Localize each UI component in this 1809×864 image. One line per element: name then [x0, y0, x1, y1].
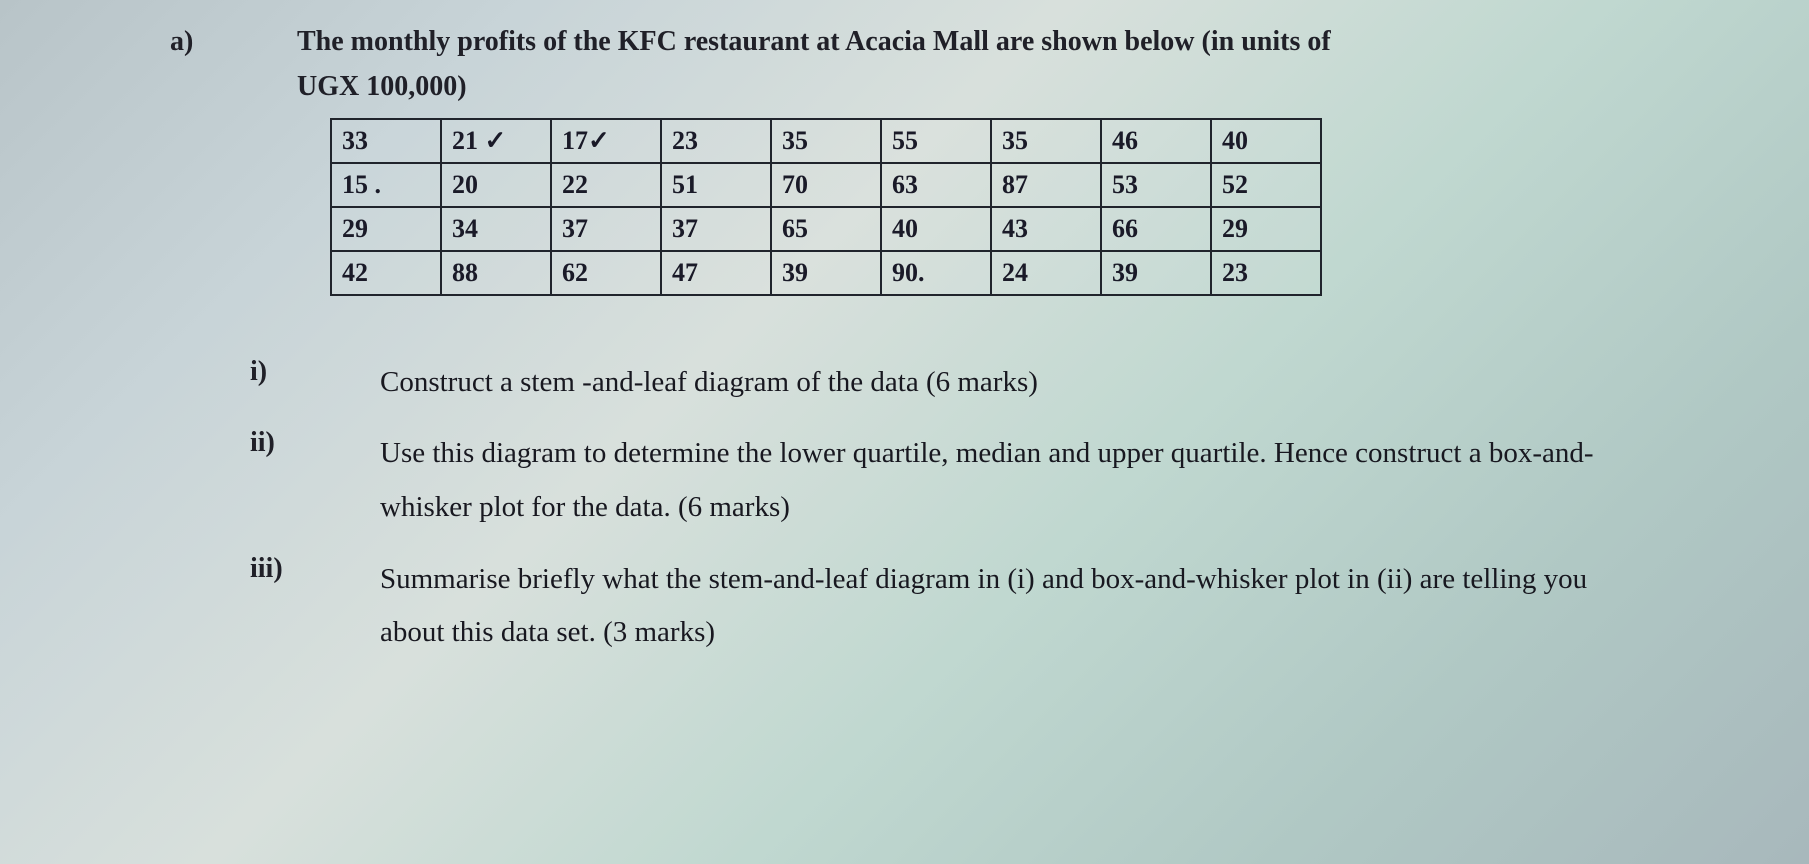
question-text: Use this diagram to determine the lower …: [380, 427, 1630, 534]
table-cell: 20: [441, 163, 551, 207]
table-cell: 37: [661, 207, 771, 251]
table-cell: 37: [551, 207, 661, 251]
table-cell: 40: [881, 207, 991, 251]
table-cell: 52: [1211, 163, 1321, 207]
sub-questions: i) Construct a stem -and-leaf diagram of…: [250, 356, 1730, 660]
table-cell: 66: [1101, 207, 1211, 251]
question-label: i): [250, 356, 380, 388]
intro-text: The monthly profits of the KFC restauran…: [297, 20, 1597, 110]
question-item: i) Construct a stem -and-leaf diagram of…: [250, 356, 1730, 410]
table-cell: 63: [881, 163, 991, 207]
table-cell: 15 .: [331, 163, 441, 207]
table-cell: 39: [1101, 251, 1211, 295]
question-text: Construct a stem -and-leaf diagram of th…: [380, 356, 1038, 410]
profits-table: 33 21 ✓ 17✓ 23 35 55 35 46 40 15 . 20 22…: [330, 118, 1322, 296]
table-cell: 88: [441, 251, 551, 295]
table-cell: 24: [991, 251, 1101, 295]
table-cell: 29: [1211, 207, 1321, 251]
table-row: 15 . 20 22 51 70 63 87 53 52: [331, 163, 1321, 207]
table-cell: 43: [991, 207, 1101, 251]
table-cell: 17✓: [551, 119, 661, 163]
table-row: 29 34 37 37 65 40 43 66 29: [331, 207, 1321, 251]
question-label: ii): [250, 427, 380, 459]
question-item: ii) Use this diagram to determine the lo…: [250, 427, 1730, 534]
table-cell: 70: [771, 163, 881, 207]
table-cell: 23: [1211, 251, 1321, 295]
table-cell: 55: [881, 119, 991, 163]
table-cell: 33: [331, 119, 441, 163]
table-cell: 21 ✓: [441, 119, 551, 163]
table-cell: 40: [1211, 119, 1321, 163]
table-cell: 42: [331, 251, 441, 295]
table-cell: 53: [1101, 163, 1211, 207]
question-text: Summarise briefly what the stem-and-leaf…: [380, 553, 1630, 660]
table-cell: 35: [991, 119, 1101, 163]
table-cell: 35: [771, 119, 881, 163]
table-cell: 39: [771, 251, 881, 295]
intro-line2: UGX 100,000): [297, 71, 467, 102]
table-cell: 62: [551, 251, 661, 295]
table-cell: 87: [991, 163, 1101, 207]
table-cell: 90.: [881, 251, 991, 295]
table-cell: 46: [1101, 119, 1211, 163]
question-item: iii) Summarise briefly what the stem-and…: [250, 553, 1730, 660]
table-row: 42 88 62 47 39 90. 24 39 23: [331, 251, 1321, 295]
table-cell: 22: [551, 163, 661, 207]
table-cell: 65: [771, 207, 881, 251]
table-cell: 29: [331, 207, 441, 251]
table-cell: 34: [441, 207, 551, 251]
part-marker: a): [170, 20, 290, 65]
table-cell: 23: [661, 119, 771, 163]
question-label: iii): [250, 553, 380, 585]
exam-question-page: a) The monthly profits of the KFC restau…: [170, 0, 1730, 678]
table-cell: 51: [661, 163, 771, 207]
question-intro: a) The monthly profits of the KFC restau…: [170, 20, 1730, 110]
table-row: 33 21 ✓ 17✓ 23 35 55 35 46 40: [331, 119, 1321, 163]
table-cell: 47: [661, 251, 771, 295]
intro-line1: The monthly profits of the KFC restauran…: [297, 26, 1331, 57]
